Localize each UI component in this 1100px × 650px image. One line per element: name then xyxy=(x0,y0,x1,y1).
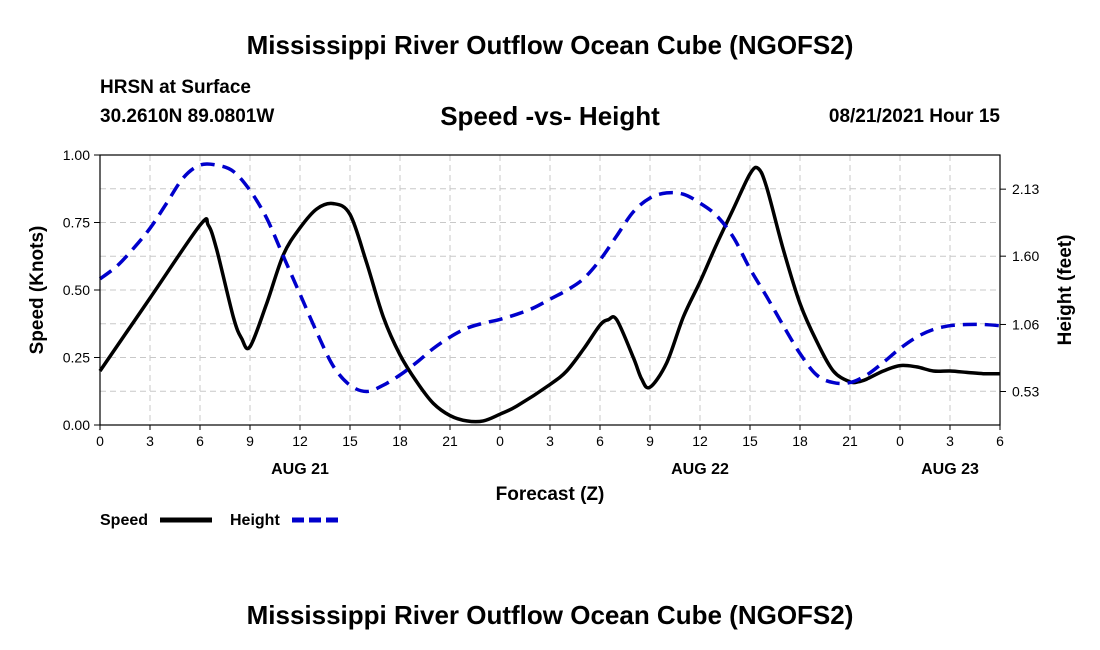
series-lines xyxy=(98,162,1001,424)
x-tick-label: 0 xyxy=(96,433,104,449)
x-tick-label: 9 xyxy=(646,433,654,449)
y-axis-right: 0.53 1.06 1.60 2.13 Height (feet) xyxy=(1000,181,1076,399)
y-axis-title: Speed (Knots) xyxy=(27,226,48,355)
x-tick-label: 18 xyxy=(792,433,808,449)
y2-tick-label: 1.60 xyxy=(1012,248,1039,264)
y-tick-label: 1.00 xyxy=(63,147,90,163)
x-tick-label: 15 xyxy=(742,433,758,449)
y2-tick-label: 0.53 xyxy=(1012,383,1039,399)
forecast-datetime-label: 08/21/2021 Hour 15 xyxy=(828,106,1000,127)
chart-subtitle: Speed -vs- Height xyxy=(440,101,660,131)
x-tick-label: 12 xyxy=(692,433,708,449)
x-tick-label: 0 xyxy=(496,433,504,449)
x-tick-label: 3 xyxy=(146,433,154,449)
station-label: HRSN at Surface xyxy=(100,77,251,98)
date-label: AUG 23 xyxy=(921,461,979,478)
x-tick-label: 21 xyxy=(842,433,858,449)
x-tick-label: 3 xyxy=(546,433,554,449)
x-tick-label: 3 xyxy=(946,433,954,449)
x-tick-label: 12 xyxy=(292,433,308,449)
x-tick-label: 6 xyxy=(596,433,604,449)
x-tick-label: 15 xyxy=(342,433,358,449)
x-axis-title: Forecast (Z) xyxy=(496,484,605,505)
date-label: AUG 21 xyxy=(271,461,329,478)
x-axis: 0 3 6 9 12 15 18 21 0 3 6 9 12 15 18 21 0 3 6 AUG 21 AUG 22 A… xyxy=(96,425,1004,505)
y2-tick-label: 2.13 xyxy=(1012,181,1039,197)
legend-label: Speed xyxy=(100,512,148,529)
date-label: AUG 22 xyxy=(671,461,729,478)
footer-title: Mississippi River Outflow Ocean Cube (NG… xyxy=(246,600,854,630)
legend-label: Height xyxy=(230,512,280,529)
y2-tick-label: 1.06 xyxy=(1012,316,1039,332)
y-tick-label: 0.25 xyxy=(63,350,90,366)
y-tick-label: 0.75 xyxy=(63,215,90,231)
x-tick-label: 21 xyxy=(442,433,458,449)
coordinates-label: 30.2610N 89.0801W xyxy=(100,106,275,127)
chart-title: Mississippi River Outflow Ocean Cube (NG… xyxy=(246,30,854,60)
series-line-height xyxy=(98,162,1001,394)
x-tick-label: 6 xyxy=(196,433,204,449)
legend: Speed Height xyxy=(100,512,342,529)
grid-lines xyxy=(100,155,1000,425)
x-tick-label: 9 xyxy=(246,433,254,449)
y-tick-label: 0.00 xyxy=(63,417,90,433)
y2-axis-title: Height (feet) xyxy=(1055,235,1076,346)
x-tick-label: 0 xyxy=(896,433,904,449)
x-tick-label: 6 xyxy=(996,433,1004,449)
y-tick-label: 0.50 xyxy=(63,282,90,298)
x-tick-label: 18 xyxy=(392,433,408,449)
y-axis-left: 0.00 0.25 0.50 0.75 1.00 Speed (Knots) xyxy=(27,147,100,433)
